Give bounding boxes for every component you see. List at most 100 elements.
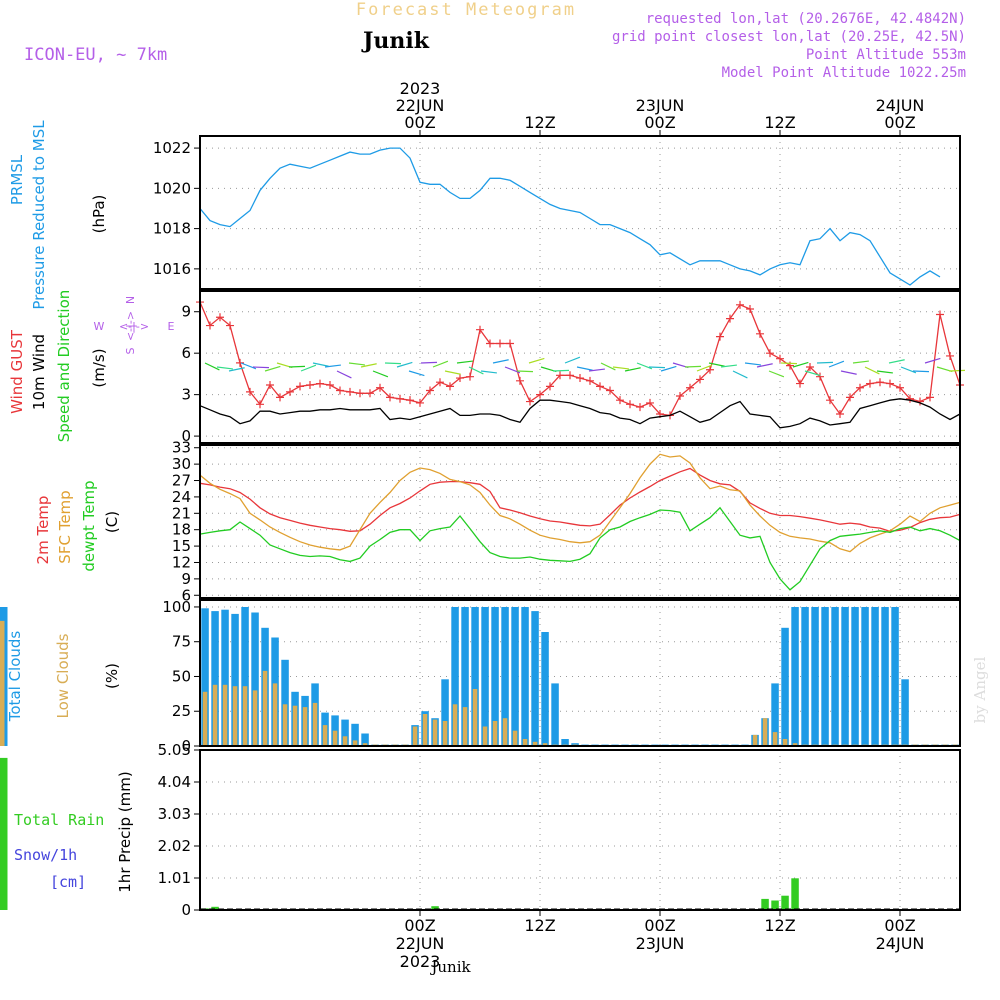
bar-low-clouds [792, 743, 798, 746]
wind-direction-arrow [456, 360, 473, 364]
bar-total-clouds [791, 607, 799, 746]
gust-marker [826, 396, 834, 405]
series-line-2m-temp [199, 467, 961, 532]
bar-total-clouds [281, 659, 289, 746]
x-axis-label-top: 24JUN [876, 96, 925, 115]
compass-w: W [94, 320, 105, 333]
wind-direction-arrow [204, 362, 220, 371]
gust-marker [906, 394, 914, 403]
bar-total-rain [431, 906, 439, 910]
compass-s: S [124, 347, 137, 354]
compass-n: N [124, 296, 137, 304]
temp-unit: (C) [103, 511, 121, 533]
gust-marker [406, 396, 414, 405]
x-axis-label-top: 00Z [644, 113, 675, 132]
y-tick-label: 21 [172, 504, 191, 522]
gust-marker [376, 383, 384, 392]
y-tick-label: 1018 [153, 220, 191, 238]
t2m-label: 2m Temp [34, 496, 52, 565]
location-title: Junik [361, 28, 430, 54]
x-axis-label-top: 12Z [764, 113, 795, 132]
wind-direction-arrow [528, 357, 545, 364]
y-tick-label: 25 [172, 702, 191, 720]
bar-total-clouds [531, 611, 539, 746]
y-tick-label: 33 [172, 439, 191, 457]
bar-total-rain [781, 895, 789, 910]
wind-direction-arrow [888, 359, 905, 364]
gust-marker [626, 400, 634, 409]
gust-marker [326, 380, 334, 389]
gust-marker [486, 339, 494, 348]
wind-direction-arrow [792, 361, 809, 368]
y-tick-label: 75 [172, 633, 191, 651]
wind-direction-arrow [780, 362, 798, 365]
gust-marker [476, 325, 484, 334]
x-axis-label-bottom: 00Z [644, 916, 675, 935]
wind-direction-arrow [948, 369, 966, 372]
gust-marker [536, 390, 544, 399]
low-clouds-label: Low Clouds [54, 633, 72, 718]
compass-e: E [168, 320, 175, 333]
bar-total-clouds [771, 683, 779, 746]
requested-point-label: requested lon,lat (20.2676E, 42.4842N) [646, 11, 966, 27]
bar-low-clouds [312, 702, 318, 746]
bar-low-clouds [0, 623, 5, 746]
bar-total-clouds [231, 613, 239, 746]
bar-low-clouds [342, 736, 348, 746]
x-axis-label-top: 23JUN [636, 96, 685, 115]
wind-direction-arrow [396, 361, 413, 368]
gust-marker [246, 387, 254, 396]
wind-direction-arrow [876, 370, 893, 374]
snow-label: Snow/1h [14, 846, 77, 864]
bar-total-clouds [511, 607, 519, 746]
bar-low-clouds [422, 714, 428, 746]
gust-marker [736, 300, 744, 309]
gust-marker [226, 321, 234, 330]
gust-marker [756, 329, 764, 338]
wind-direction-arrow [480, 370, 497, 374]
bar-total-clouds [211, 611, 219, 746]
y-tick-label: 6 [181, 344, 191, 362]
series-line-sfc-temp [199, 453, 961, 553]
bar-total-rain [791, 878, 799, 910]
wind-direction-arrow [840, 370, 857, 375]
y-tick-label: 4.04 [158, 773, 191, 791]
wind-direction-arrow [852, 360, 869, 364]
gust-marker [696, 375, 704, 384]
y-tick-label: 1022 [153, 139, 191, 157]
wind-direction-arrow [444, 370, 461, 375]
bar-low-clouds [352, 740, 358, 746]
panel-frame-precip [199, 749, 961, 911]
pressure-label-1: PRMSL [8, 154, 26, 205]
bar-low-clouds [272, 683, 278, 746]
bar-low-clouds [322, 725, 328, 746]
gust-marker [506, 339, 514, 348]
gust-marker [796, 379, 804, 388]
x-axis-label-bottom: 12Z [524, 916, 555, 935]
bar-low-clouds [292, 705, 298, 746]
bar-total-rain [211, 906, 219, 910]
x-axis-label-top: 22JUN [396, 96, 445, 115]
wind-direction-arrow [516, 370, 534, 373]
bar-total-clouds [351, 723, 359, 746]
gust-marker [616, 396, 624, 405]
bar-total-clouds [881, 607, 889, 746]
y-tick-label: 3.03 [158, 805, 191, 823]
bar-total-clouds [901, 679, 909, 746]
wind-direction-arrow [732, 370, 748, 379]
gust-marker [606, 386, 614, 395]
gust-marker [836, 409, 844, 418]
bar-low-clouds [502, 718, 508, 746]
wind-direction-arrow [624, 367, 641, 372]
bar-low-clouds [462, 707, 468, 746]
bar-total-clouds [221, 609, 229, 746]
bar-low-clouds [362, 743, 368, 746]
bar-low-clouds [542, 743, 548, 746]
wind-direction-arrow [708, 362, 725, 367]
gust-marker [546, 382, 554, 391]
total-clouds-label: Total Clouds [6, 631, 24, 723]
bar-total-clouds [781, 627, 789, 746]
bar-low-clouds [212, 684, 218, 746]
gust-marker [426, 386, 434, 395]
y-tick-label: 0 [181, 901, 191, 919]
